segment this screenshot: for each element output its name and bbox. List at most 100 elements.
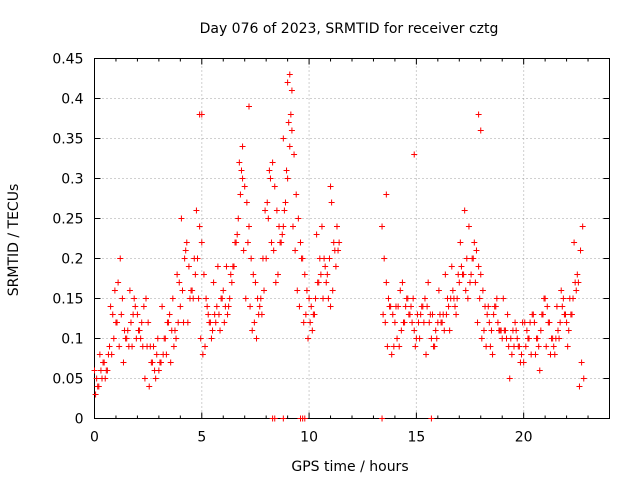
data-point <box>578 359 585 366</box>
data-point <box>329 287 336 294</box>
data-point <box>416 335 423 342</box>
data-point <box>253 335 260 342</box>
data-point <box>536 367 543 374</box>
x-tick-label: 20 <box>515 430 533 446</box>
data-point <box>560 295 567 302</box>
data-point <box>126 287 133 294</box>
data-point <box>476 295 483 302</box>
data-point <box>463 255 470 262</box>
data-point <box>111 287 118 294</box>
data-point <box>390 343 397 350</box>
data-point <box>265 215 272 222</box>
data-point <box>474 319 481 326</box>
data-point <box>124 327 131 334</box>
data-point <box>261 287 268 294</box>
data-point <box>330 239 337 246</box>
data-point <box>195 295 202 302</box>
data-point <box>282 199 289 206</box>
data-point <box>531 319 538 326</box>
data-point <box>490 311 497 318</box>
data-point <box>242 295 249 302</box>
data-point <box>477 127 484 134</box>
data-point <box>105 351 112 358</box>
data-point <box>532 351 539 358</box>
data-point <box>246 223 252 230</box>
data-point <box>224 311 231 318</box>
data-point <box>452 303 458 310</box>
data-point <box>117 255 124 262</box>
data-point <box>328 199 335 206</box>
data-point <box>141 375 148 382</box>
data-point <box>465 223 472 230</box>
data-point <box>153 351 160 358</box>
data-point <box>115 279 122 286</box>
data-point <box>165 319 172 326</box>
data-point <box>553 303 560 310</box>
data-point <box>462 287 469 294</box>
data-point <box>513 327 520 334</box>
data-point <box>137 335 144 342</box>
data-point <box>280 135 287 142</box>
data-point <box>96 351 103 358</box>
data-point <box>106 343 113 350</box>
data-point <box>433 335 440 342</box>
data-point <box>441 327 448 334</box>
data-point <box>399 279 406 286</box>
y-tick-label: 0.2 <box>61 252 83 268</box>
data-point <box>411 151 418 158</box>
data-point <box>148 359 155 366</box>
data-point <box>116 343 123 350</box>
data-point <box>485 303 492 310</box>
data-point <box>493 295 500 302</box>
data-point <box>305 335 312 342</box>
data-point <box>315 279 322 286</box>
data-point <box>240 247 247 254</box>
data-point <box>287 111 294 118</box>
data-point <box>453 311 460 318</box>
data-point <box>320 295 327 302</box>
x-axis-label: GPS time / hours <box>291 459 408 475</box>
data-point <box>161 335 168 342</box>
data-point <box>262 207 269 214</box>
data-point <box>206 319 213 326</box>
data-point <box>193 207 200 214</box>
data-point <box>175 319 182 326</box>
data-point <box>291 151 298 158</box>
data-point <box>191 255 198 262</box>
data-point <box>512 319 519 326</box>
data-point <box>204 303 211 310</box>
data-point <box>225 303 232 310</box>
data-point <box>558 287 565 294</box>
data-point <box>486 319 493 326</box>
data-point <box>518 351 525 358</box>
data-point <box>391 319 398 326</box>
data-point <box>284 79 291 86</box>
x-tick-label: 0 <box>90 430 99 446</box>
data-point <box>286 71 293 78</box>
data-point <box>322 263 329 270</box>
data-point <box>385 295 392 302</box>
data-point <box>298 255 305 262</box>
data-point <box>335 247 342 254</box>
data-point <box>405 311 412 318</box>
data-point <box>308 303 315 310</box>
data-point <box>472 279 479 286</box>
data-point <box>577 247 584 254</box>
data-point <box>397 287 404 294</box>
data-point <box>317 271 324 278</box>
data-point <box>227 271 234 278</box>
data-point <box>402 303 409 310</box>
data-point <box>555 327 561 334</box>
data-point <box>505 343 512 350</box>
data-point <box>220 287 227 294</box>
data-point <box>249 327 256 334</box>
data-point <box>388 351 395 358</box>
data-point <box>196 223 203 230</box>
data-point <box>424 303 431 310</box>
data-point <box>169 295 176 302</box>
data-point <box>156 359 163 366</box>
data-point <box>294 287 301 294</box>
data-point <box>183 239 190 246</box>
data-point <box>217 327 224 334</box>
y-tick-label: 0.35 <box>52 132 83 148</box>
